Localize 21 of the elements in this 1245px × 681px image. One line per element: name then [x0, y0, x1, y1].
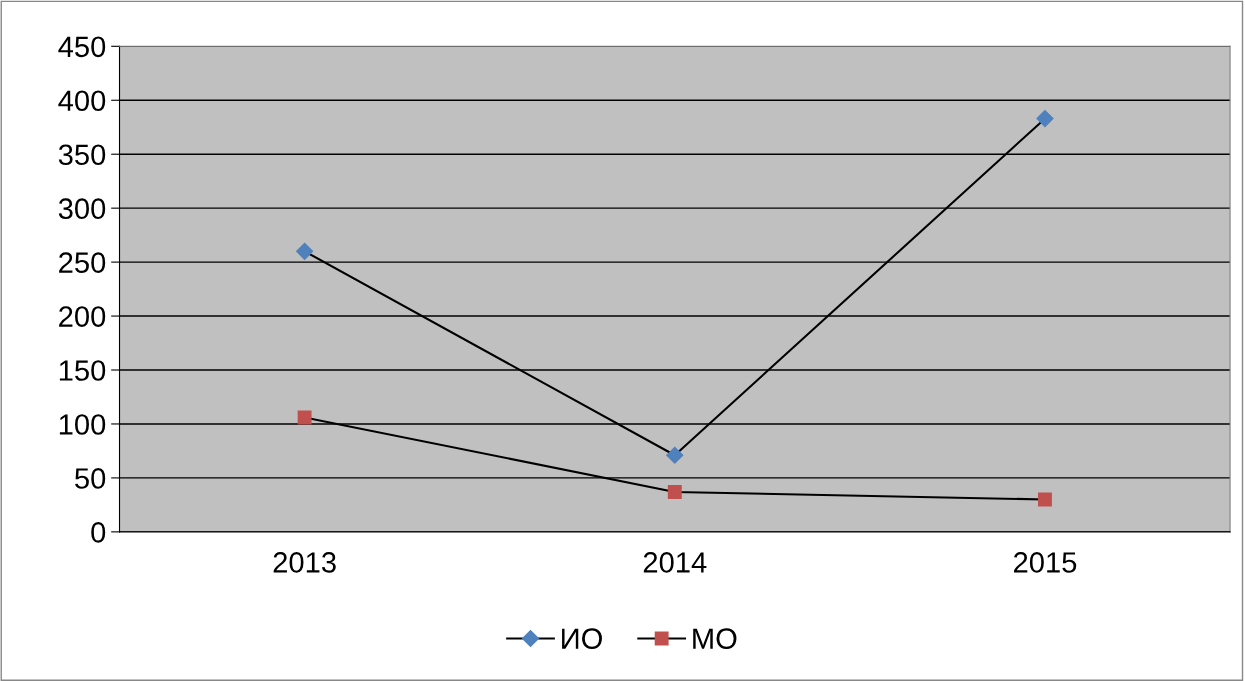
x-tick-label: 2013 — [273, 552, 336, 573]
y-tick-label: 100 — [59, 414, 106, 435]
point — [297, 410, 312, 425]
y-tick-label: 450 — [58, 36, 106, 58]
point — [1036, 110, 1054, 128]
point — [1038, 492, 1052, 507]
y-tick-label: 400 — [58, 90, 106, 112]
y-tick-label: 150 — [59, 360, 106, 381]
y-tick-label: 0 — [91, 522, 106, 543]
y-tick-label: 300 — [58, 198, 106, 220]
x-tick-label: 2015 — [1014, 552, 1077, 573]
legend-label: МО — [693, 628, 737, 649]
point — [296, 242, 314, 260]
legend-label: ИО — [562, 628, 602, 649]
y-tick-label: 250 — [59, 252, 106, 273]
y-tick-label: 200 — [59, 306, 106, 327]
x-tick-label: 2014 — [643, 552, 707, 573]
point — [666, 446, 684, 464]
point — [667, 484, 682, 499]
y-tick-label: 50 — [75, 468, 106, 489]
y-tick-label: 350 — [58, 144, 106, 166]
